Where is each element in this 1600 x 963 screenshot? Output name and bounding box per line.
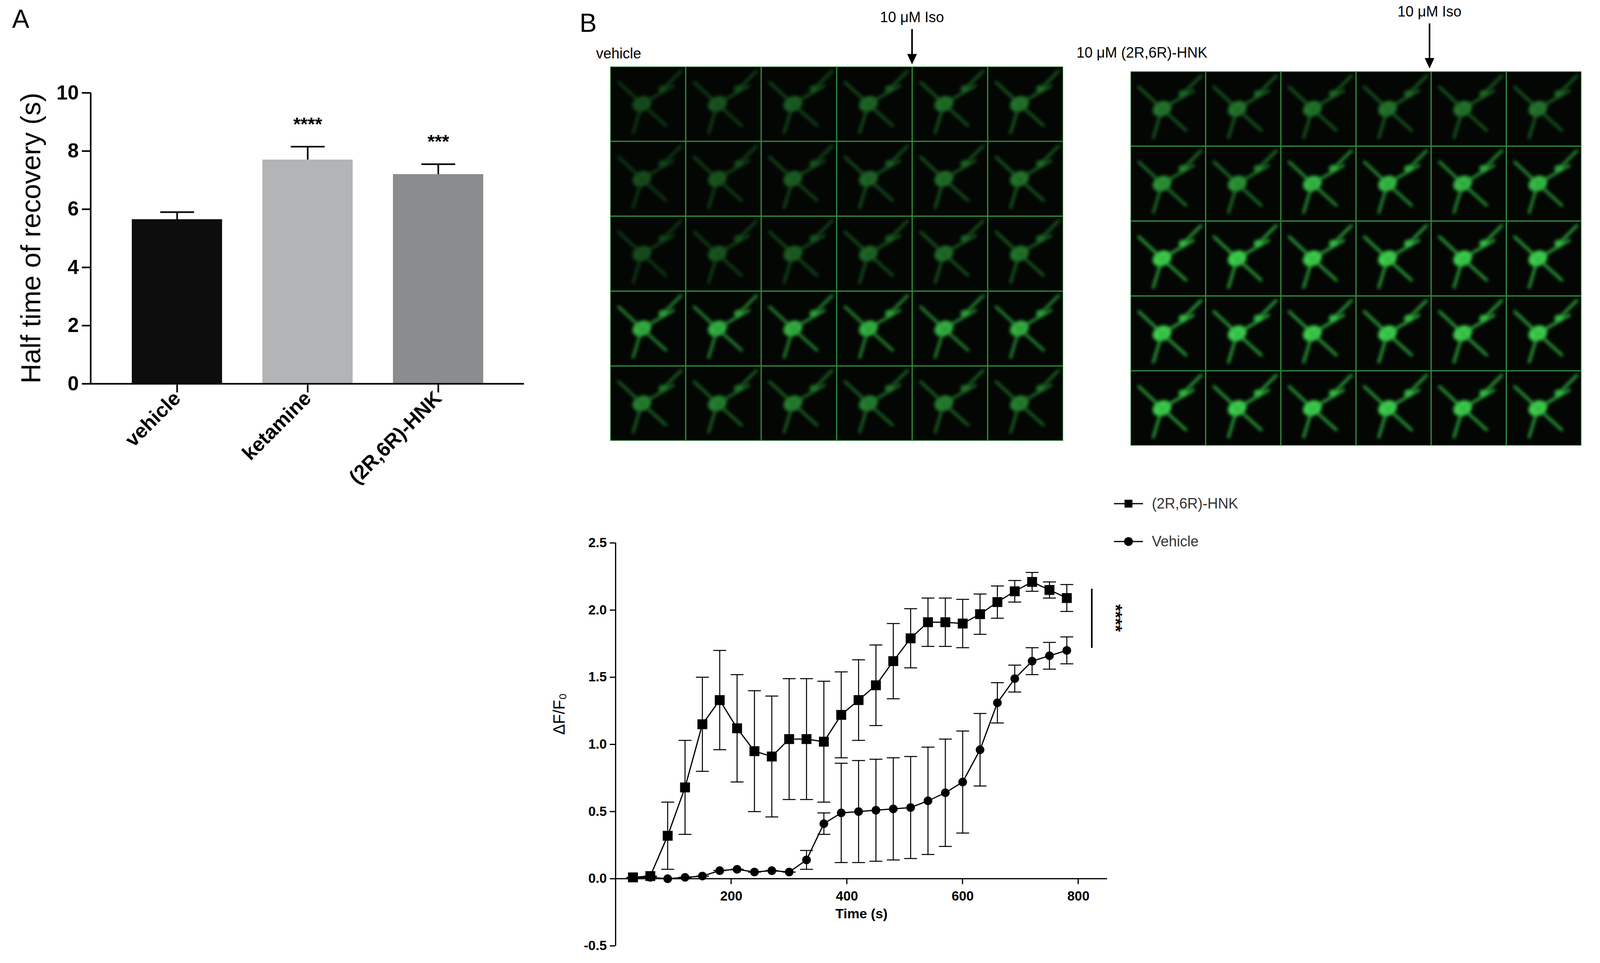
html-text:Half time of recovery (s): Half time of recovery (s) — [15, 92, 46, 384]
svg-text:800: 800 — [1067, 888, 1090, 904]
html-text:ΔF/F₀: ΔF/F₀ — [549, 693, 568, 735]
html-text:10 μM Iso: 10 μM Iso — [880, 8, 945, 26]
svg-text:2.5: 2.5 — [588, 535, 607, 551]
html-text:10 μM (2R,6R)-HNK: 10 μM (2R,6R)-HNK — [1076, 44, 1208, 61]
svg-text:1.0: 1.0 — [588, 736, 607, 752]
svg-text:vehicle: vehicle — [120, 386, 185, 451]
svg-text:2.0: 2.0 — [588, 602, 607, 618]
svg-text:Time (s): Time (s) — [835, 905, 888, 922]
svg-text:600: 600 — [951, 888, 974, 904]
svg-text:***: *** — [427, 130, 450, 152]
html-text:10 μM Iso: 10 μM Iso — [1397, 3, 1462, 20]
svg-text:10: 10 — [56, 81, 79, 104]
svg-text:ketamine: ketamine — [237, 386, 316, 465]
svg-text:8: 8 — [67, 139, 79, 163]
svg-text:(2R,6R)-HNK: (2R,6R)-HNK — [344, 386, 447, 489]
html-text:B: B — [579, 8, 597, 38]
html-text:A: A — [12, 4, 30, 34]
svg-text:0.5: 0.5 — [588, 804, 607, 819]
svg-text:200: 200 — [720, 888, 743, 904]
svg-text:6: 6 — [67, 197, 79, 221]
html-text:(2R,6R)-HNK: (2R,6R)-HNK — [1151, 495, 1239, 512]
html-text:vehicle: vehicle — [596, 45, 642, 62]
svg-text:400: 400 — [835, 888, 859, 904]
svg-text:4: 4 — [67, 255, 79, 279]
svg-text:0.0: 0.0 — [588, 870, 607, 886]
svg-text:2: 2 — [67, 313, 79, 337]
svg-text:1.5: 1.5 — [588, 669, 607, 685]
svg-text:-0.5: -0.5 — [583, 938, 607, 954]
html-text:Vehicle: Vehicle — [1151, 533, 1199, 550]
svg-text:0: 0 — [67, 372, 79, 395]
svg-text:****: **** — [293, 113, 323, 135]
